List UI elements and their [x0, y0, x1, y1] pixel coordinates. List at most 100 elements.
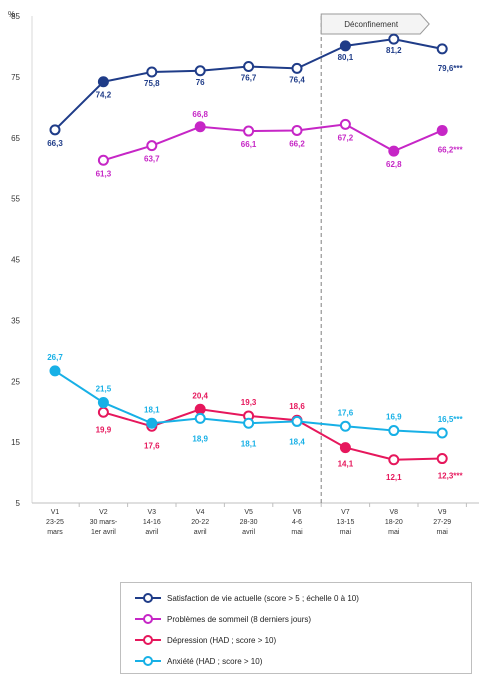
legend-item-depression: Dépression (HAD ; score > 10): [135, 633, 276, 647]
x-tick-label: V7: [341, 509, 350, 516]
data-label: 18,1: [144, 405, 160, 414]
data-point: [339, 442, 351, 454]
data-point: [388, 33, 400, 45]
data-label: 66,2: [289, 139, 305, 148]
y-tick-label: 5: [16, 499, 21, 508]
data-point: [243, 417, 255, 429]
data-point: [194, 403, 206, 415]
data-point: [243, 125, 255, 137]
data-point: [388, 145, 400, 157]
x-tick-label: 13-15: [336, 519, 354, 526]
data-point: [194, 121, 206, 133]
data-point: [97, 397, 109, 409]
data-label: 66,3: [47, 139, 63, 148]
data-label: 76,4: [289, 75, 305, 84]
legend-label-depression: Dépression (HAD ; score > 10): [167, 635, 277, 645]
data-label: 17,6: [144, 441, 160, 450]
line-chart: 5 15 25 35 45 55 65 75 85% V1 23-25 mars V2 30 mars- 1…: [8, 10, 479, 536]
data-label: 80,1: [338, 53, 354, 62]
x-tick-label: mai: [291, 529, 303, 536]
data-point: [291, 415, 303, 427]
data-label: 74,2: [96, 91, 112, 100]
data-label: 76,7: [241, 74, 257, 83]
y-tick-label: 25: [11, 377, 20, 386]
x-tick-label: V9: [438, 509, 447, 516]
legend-item-satisfaction: Satisfaction de vie actuelle (score > 5 …: [135, 591, 359, 605]
data-label: 20,4: [192, 391, 208, 400]
x-tick-label: 23-25: [46, 519, 64, 526]
x-tick-label: V3: [148, 509, 157, 516]
x-tick-label: mai: [388, 529, 400, 536]
data-label: 18,1: [241, 439, 257, 448]
legend-item-sommeil: Problèmes de sommeil (8 derniers jours): [135, 612, 311, 626]
legend-label-satisfaction: Satisfaction de vie actuelle (score > 5 …: [167, 593, 359, 603]
series-line: [103, 123, 443, 162]
series-line: [103, 408, 443, 461]
x-tick-label: avril: [194, 529, 207, 536]
x-tick-label: mai: [437, 529, 449, 536]
data-label: 19,3: [241, 398, 257, 407]
data-point: [243, 61, 255, 73]
x-tick-label: avril: [145, 529, 158, 536]
data-label: 66,2***: [438, 145, 464, 154]
data-point: [339, 40, 351, 52]
data-point: [339, 118, 351, 130]
y-tick-label: 35: [11, 316, 20, 325]
y-tick-label: 75: [11, 73, 20, 82]
data-label: 18,9: [192, 434, 208, 443]
legend-item-anxiete: Anxiété (HAD ; score > 10): [135, 654, 262, 668]
y-tick-label: 85: [11, 12, 20, 21]
data-point: [97, 76, 109, 88]
x-tick-label: 27-29: [433, 519, 451, 526]
data-label: 12,1: [386, 473, 402, 482]
legend-marker-anxiete: [135, 656, 161, 666]
x-tick-label: 4-6: [292, 519, 302, 526]
y-tick-label: 15: [11, 438, 20, 447]
legend-label-sommeil: Problèmes de sommeil (8 derniers jours): [167, 614, 312, 624]
legend-marker-satisfaction: [135, 593, 161, 603]
data-point: [436, 453, 448, 465]
data-label: 62,8: [386, 160, 402, 169]
data-label: 67,2: [338, 133, 354, 142]
deconfinement-label: Déconfinement: [344, 20, 399, 29]
y-tick-label: 45: [11, 256, 20, 265]
data-point: [146, 66, 158, 78]
deconfinement-banner: [320, 13, 430, 35]
x-tick-label: 18-20: [385, 519, 403, 526]
x-tick-label: 28-30: [240, 519, 258, 526]
x-tick-label: V6: [293, 509, 302, 516]
data-label: 21,5: [96, 385, 112, 394]
x-tick-label: 14-16: [143, 519, 161, 526]
data-label: 66,1: [241, 140, 257, 149]
legend-label-anxiete: Anxiété (HAD ; score > 10): [167, 656, 263, 666]
data-point: [146, 140, 158, 152]
data-label: 12,3***: [438, 472, 464, 481]
data-label: 63,7: [144, 155, 160, 164]
data-label: 16,9: [386, 413, 402, 422]
data-label: 19,9: [96, 425, 112, 434]
data-point: [49, 365, 61, 377]
data-label: 18,4: [289, 437, 305, 446]
data-point: [97, 406, 109, 418]
x-tick-label: V5: [244, 509, 253, 516]
data-point: [388, 454, 400, 466]
data-point: [436, 427, 448, 439]
data-label: 26,7: [47, 353, 63, 362]
data-label: 16,5***: [438, 415, 464, 424]
data-label: 76: [196, 78, 205, 87]
data-point: [194, 412, 206, 424]
data-point: [97, 154, 109, 166]
x-tick-label: 30 mars-: [90, 519, 118, 526]
x-tick-label: 20-22: [191, 519, 209, 526]
legend-marker-sommeil: [135, 614, 161, 624]
y-tick-label: 55: [11, 195, 20, 204]
y-tick-label: 65: [11, 134, 20, 143]
legend-marker-depression: [135, 635, 161, 645]
x-tick-label: V4: [196, 509, 205, 516]
data-point: [436, 124, 448, 136]
data-label: 79,6***: [438, 64, 464, 73]
data-label: 17,6: [338, 408, 354, 417]
x-tick-label: 1er avril: [91, 529, 116, 536]
data-label: 61,3: [96, 169, 112, 178]
data-point: [194, 65, 206, 77]
